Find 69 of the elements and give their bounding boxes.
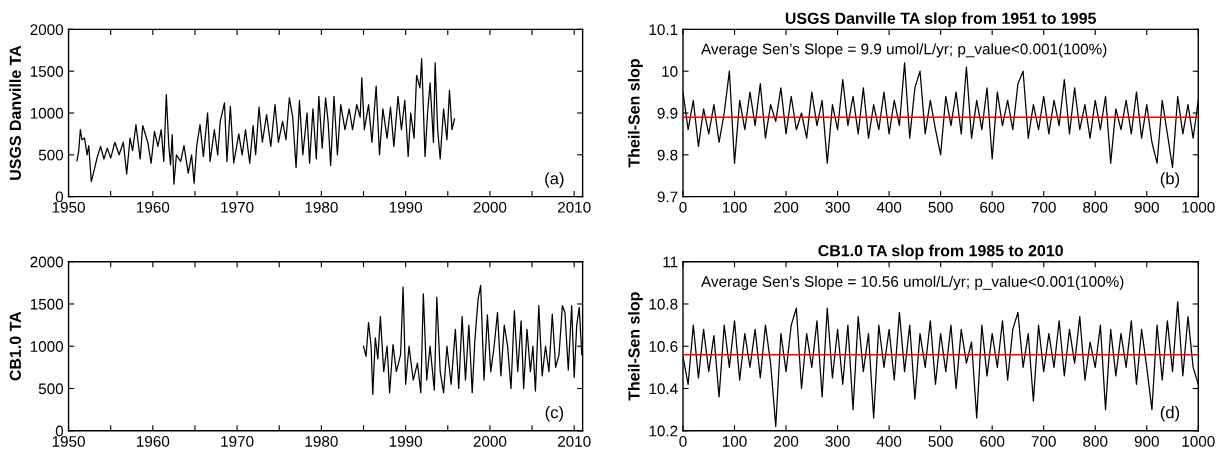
x-tick-label: 0 [679,436,687,447]
x-tick-label: 700 [1031,201,1056,213]
y-tick-label: 0 [55,191,64,203]
y-tick-label: 9.8 [657,149,678,161]
x-tick-label: 700 [1031,436,1056,447]
y-tick-label: 10.6 [649,341,678,352]
y-tick-label: 1000 [30,341,64,352]
annotation: Average Sen’s Slope = 9.9 umol/L/yr; p_value<0.001(100%) [701,43,1107,58]
x-tick-label: 1000 [1182,201,1215,213]
x-tick-label: 2000 [473,201,507,213]
y-tick-label: 10.4 [649,383,678,395]
x-tick-label: 900 [1134,201,1159,213]
x-tick-label: 800 [1083,436,1108,447]
y-axis-title: Theil-Sen slop [627,292,643,401]
y-tick-label: 2000 [30,256,64,268]
y-tick-label: 10.2 [649,425,678,437]
x-tick-label: 200 [774,201,799,213]
y-tick-label: 10 [662,66,678,77]
y-tick-label: 500 [38,149,64,161]
x-tick-label: 600 [980,436,1005,447]
line-series [76,58,456,185]
annotation: (b) [1160,172,1180,188]
y-tick-label: 2000 [30,24,64,36]
x-tick-label: 100 [722,201,747,213]
annotation: (c) [545,406,564,422]
x-tick-label: 1950 [52,436,85,447]
x-tick-label: 1970 [221,436,254,447]
x-tick-label: 100 [722,436,747,447]
x-tick-label: 300 [825,201,850,213]
y-axis-title: Theil-Sen slop [627,59,643,168]
x-tick-label: 2010 [557,201,591,213]
y-tick-label: 9.7 [657,191,678,203]
y-tick-label: 9.9 [657,107,678,119]
x-tick-label: 1950 [52,201,85,213]
y-tick-label: 1500 [30,66,64,77]
x-tick-label: 1980 [305,436,338,447]
y-axis-title: CB1.0 TA [9,311,21,381]
x-tick-label: 2000 [473,436,507,447]
x-tick-label: 600 [980,201,1005,213]
chart-title: CB1.0 TA slop from 1985 to 2010 [818,244,1063,260]
annotation: (a) [545,172,564,188]
x-tick-label: 1990 [389,436,423,447]
x-tick-label: 2010 [557,436,591,447]
y-tick-label: 11 [663,256,678,268]
y-tick-label: 0 [55,425,64,437]
x-tick-label: 900 [1134,436,1159,447]
x-tick-label: 400 [876,201,902,213]
y-tick-label: 1000 [30,107,64,119]
x-tick-label: 1000 [1182,436,1215,447]
x-tick-label: 1960 [136,436,170,447]
x-tick-label: 500 [928,201,953,213]
annotation: Average Sen’s Slope = 10.56 umol/L/yr; p_value<0.001(100%) [701,275,1124,290]
x-tick-label: 800 [1083,201,1108,213]
x-tick-label: 300 [825,436,850,447]
x-tick-label: 200 [774,436,799,447]
y-tick-label: 10.1 [649,24,678,36]
x-tick-label: 1970 [221,201,254,213]
x-tick-label: 500 [928,436,953,447]
chart-title: USGS Danville TA slop from 1951 to 1995 [785,12,1096,28]
x-tick-label: 400 [876,436,902,447]
y-tick-label: 500 [38,383,64,395]
y-tick-label: 1500 [30,298,64,310]
x-tick-label: 0 [679,201,687,213]
x-tick-label: 1980 [305,201,338,213]
x-tick-label: 1960 [136,201,170,213]
y-axis-title: USGS Danville TA [9,45,21,180]
annotation: (d) [1160,406,1180,422]
y-tick-label: 10.8 [649,298,678,310]
x-tick-label: 1990 [389,201,423,213]
